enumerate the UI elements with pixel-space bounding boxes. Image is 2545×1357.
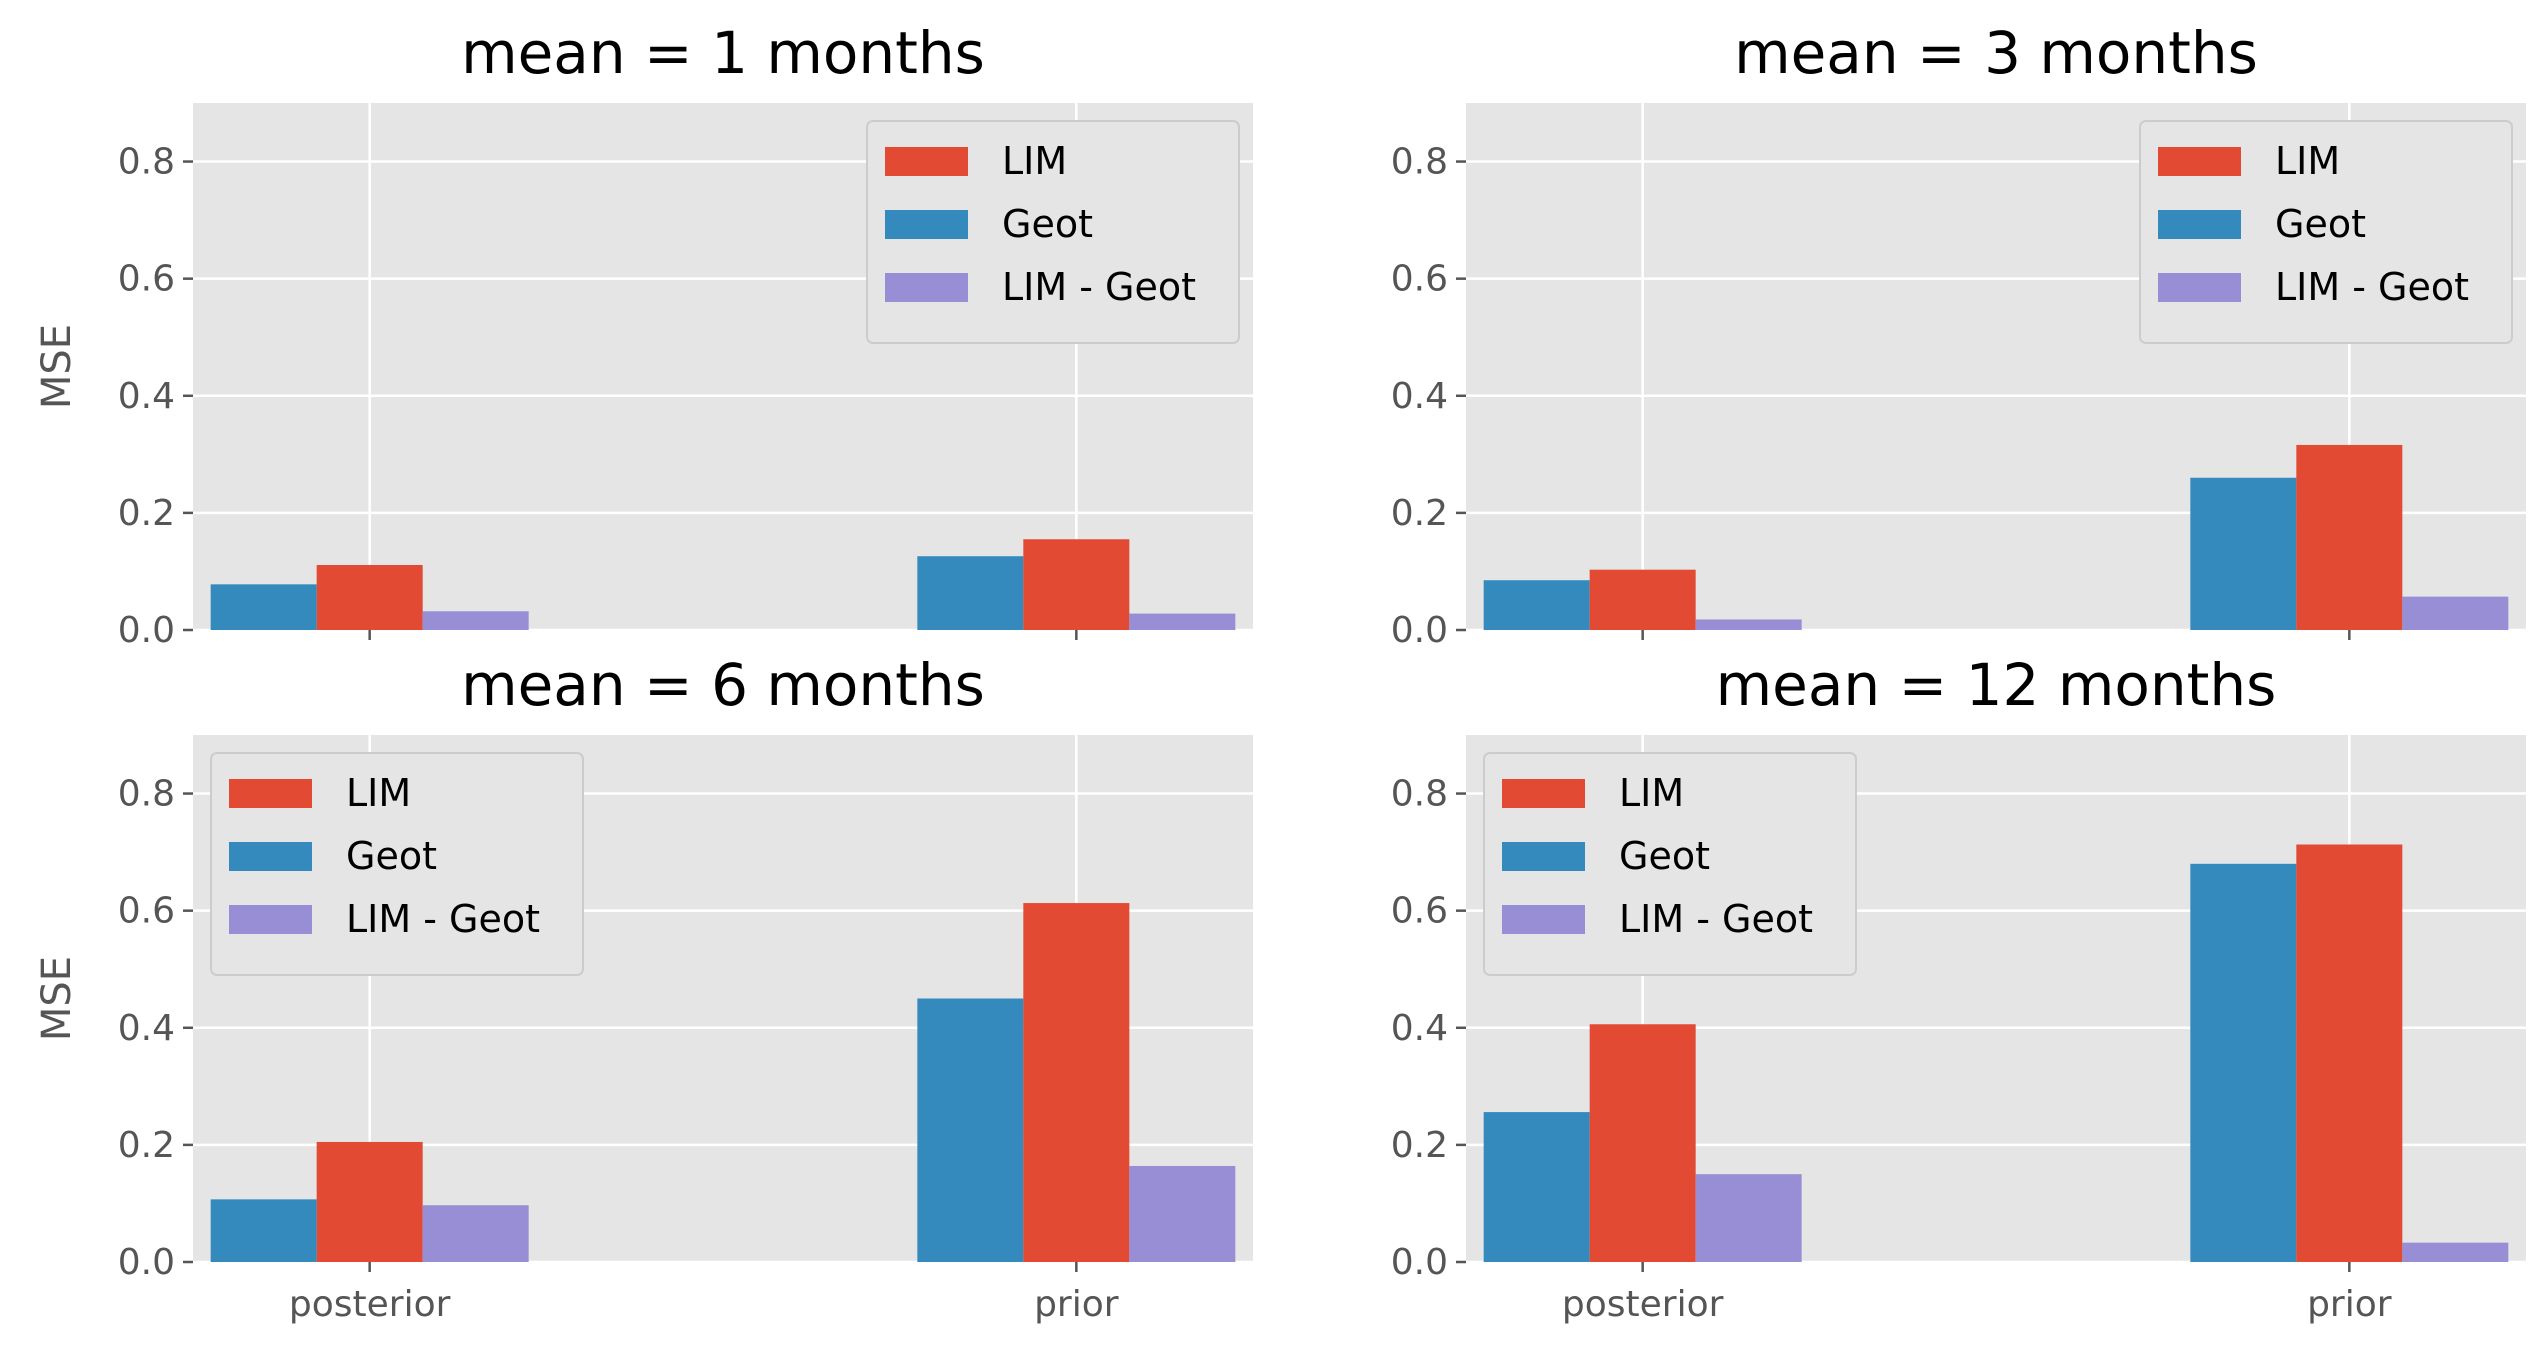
y-axis-label: MSE bbox=[34, 956, 80, 1041]
y-tick-label: 0.6 bbox=[1391, 259, 1448, 300]
y-tick-label: 0.4 bbox=[1391, 1008, 1448, 1049]
legend-swatch bbox=[1502, 905, 1585, 934]
y-tick-label: 0.8 bbox=[118, 774, 175, 815]
legend-swatch bbox=[1502, 842, 1585, 871]
legend-swatch bbox=[885, 210, 968, 239]
legend-label: LIM - Geot bbox=[2275, 265, 2469, 309]
legend-label: LIM - Geot bbox=[346, 897, 540, 941]
legend: LIM Geot LIM - Geot bbox=[1483, 752, 1857, 976]
bar-lim-minus-geot-prior bbox=[1129, 613, 1236, 630]
x-tick-label-prior: prior bbox=[2307, 1284, 2392, 1325]
y-tick-label: 0.6 bbox=[118, 891, 175, 932]
y-axis-label: MSE bbox=[34, 324, 80, 409]
x-tick-label-prior: prior bbox=[1034, 1284, 1119, 1325]
legend-swatch bbox=[1502, 779, 1585, 808]
legend-swatch bbox=[2158, 273, 2241, 302]
legend-swatch bbox=[2158, 147, 2241, 176]
subplot-4: 0.0 0.2 0.4 0.6 0.8 posterior prior mean = 12 m… bbox=[1391, 651, 2526, 1325]
bar-lim-posterior bbox=[316, 565, 423, 630]
x-tick-label-posterior: posterior bbox=[289, 1284, 451, 1325]
y-tick-label: 0.4 bbox=[118, 376, 175, 417]
subplot-3: 0.0 0.2 0.4 0.6 0.8 posterior prior mean = 6 mo… bbox=[34, 651, 1253, 1325]
y-tick-label: 0.0 bbox=[118, 1242, 175, 1283]
bar-lim-minus-geot-prior bbox=[2402, 596, 2509, 630]
subplot-1: 0.0 0.2 0.4 0.6 0.8 mean = 1 months MSE LIM Geot… bbox=[34, 19, 1253, 651]
y-tick-label: 0.6 bbox=[1391, 891, 1448, 932]
bar-lim-posterior bbox=[1589, 569, 1696, 630]
legend: LIM Geot LIM - Geot bbox=[2139, 120, 2513, 344]
legend: LIM Geot LIM - Geot bbox=[210, 752, 584, 976]
legend-label: LIM bbox=[1002, 139, 1067, 183]
bar-lim-posterior bbox=[1589, 1024, 1696, 1262]
y-tick-label: 0.8 bbox=[118, 142, 175, 183]
legend-swatch bbox=[229, 905, 312, 934]
bar-geot-posterior bbox=[210, 1199, 317, 1262]
bar-geot-posterior bbox=[210, 584, 317, 630]
legend-label: Geot bbox=[346, 834, 437, 878]
bar-lim-prior bbox=[2296, 444, 2403, 630]
y-tick-label: 0.2 bbox=[118, 1125, 175, 1166]
legend-label: LIM bbox=[1619, 771, 1684, 815]
y-tick-label: 0.6 bbox=[118, 259, 175, 300]
bar-lim-minus-geot-prior bbox=[2402, 1242, 2509, 1262]
subplot-title: mean = 12 months bbox=[1716, 651, 2277, 719]
legend-swatch bbox=[885, 273, 968, 302]
subplot-title: mean = 1 months bbox=[461, 19, 985, 87]
bar-lim-prior bbox=[1023, 903, 1130, 1262]
legend-swatch bbox=[229, 842, 312, 871]
legend-swatch bbox=[885, 147, 968, 176]
bar-lim-minus-geot-posterior bbox=[1695, 1174, 1802, 1262]
y-tick-label: 0.2 bbox=[118, 493, 175, 534]
bar-geot-posterior bbox=[1483, 1112, 1590, 1262]
legend-label: Geot bbox=[2275, 202, 2366, 246]
y-tick-label: 0.0 bbox=[1391, 610, 1448, 651]
y-tick-label: 0.0 bbox=[1391, 1242, 1448, 1283]
x-tick-label-posterior: posterior bbox=[1562, 1284, 1724, 1325]
bar-lim-minus-geot-prior bbox=[1129, 1165, 1236, 1262]
legend-label: Geot bbox=[1619, 834, 1710, 878]
legend-swatch bbox=[2158, 210, 2241, 239]
bar-geot-prior bbox=[917, 556, 1024, 630]
bar-geot-prior bbox=[2190, 477, 2297, 630]
bar-geot-posterior bbox=[1483, 580, 1590, 630]
y-tick-label: 0.8 bbox=[1391, 774, 1448, 815]
bar-lim-posterior bbox=[316, 1141, 423, 1262]
legend-label: LIM - Geot bbox=[1619, 897, 1813, 941]
legend-swatch bbox=[229, 779, 312, 808]
bar-lim-prior bbox=[2296, 844, 2403, 1262]
legend-label: LIM - Geot bbox=[1002, 265, 1196, 309]
bar-geot-prior bbox=[917, 998, 1024, 1262]
bar-lim-prior bbox=[1023, 539, 1130, 630]
legend-label: LIM bbox=[2275, 139, 2340, 183]
y-tick-label: 0.4 bbox=[1391, 376, 1448, 417]
legend: LIM Geot LIM - Geot bbox=[866, 120, 1240, 344]
bar-geot-prior bbox=[2190, 863, 2297, 1262]
legend-label: Geot bbox=[1002, 202, 1093, 246]
subplot-title: mean = 3 months bbox=[1734, 19, 2258, 87]
bar-lim-minus-geot-posterior bbox=[422, 1205, 529, 1262]
y-tick-label: 0.2 bbox=[1391, 493, 1448, 534]
y-tick-label: 0.4 bbox=[118, 1008, 175, 1049]
y-tick-label: 0.8 bbox=[1391, 142, 1448, 183]
legend-label: LIM bbox=[346, 771, 411, 815]
bar-lim-minus-geot-posterior bbox=[1695, 619, 1802, 630]
y-tick-label: 0.2 bbox=[1391, 1125, 1448, 1166]
bar-lim-minus-geot-posterior bbox=[422, 611, 529, 630]
y-tick-label: 0.0 bbox=[118, 610, 175, 651]
subplot-title: mean = 6 months bbox=[461, 651, 985, 719]
